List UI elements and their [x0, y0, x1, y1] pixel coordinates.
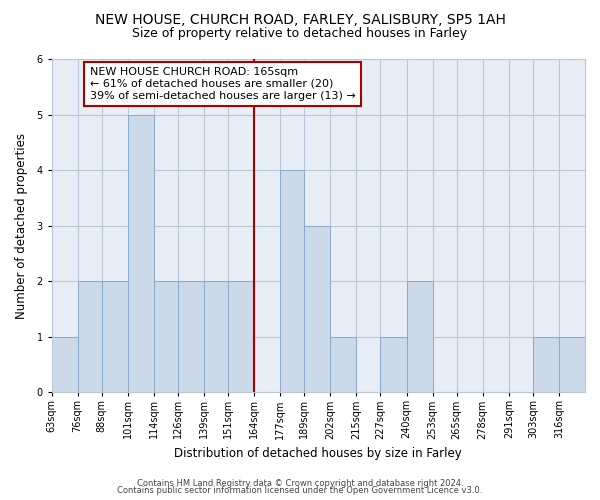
Bar: [154, 281, 178, 392]
Bar: [533, 336, 559, 392]
Bar: [380, 336, 407, 392]
Bar: [304, 226, 331, 392]
Bar: [407, 281, 433, 392]
Text: NEW HOUSE CHURCH ROAD: 165sqm
← 61% of detached houses are smaller (20)
39% of s: NEW HOUSE CHURCH ROAD: 165sqm ← 61% of d…: [90, 68, 355, 100]
Bar: [559, 336, 585, 392]
Text: NEW HOUSE, CHURCH ROAD, FARLEY, SALISBURY, SP5 1AH: NEW HOUSE, CHURCH ROAD, FARLEY, SALISBUR…: [95, 12, 505, 26]
Bar: [228, 281, 254, 392]
Bar: [280, 170, 304, 392]
Text: Contains public sector information licensed under the Open Government Licence v3: Contains public sector information licen…: [118, 486, 482, 495]
Bar: [331, 336, 356, 392]
Bar: [204, 281, 228, 392]
Bar: [128, 114, 154, 392]
X-axis label: Distribution of detached houses by size in Farley: Distribution of detached houses by size …: [175, 447, 462, 460]
Bar: [77, 281, 102, 392]
Bar: [178, 281, 204, 392]
Bar: [102, 281, 128, 392]
Bar: [52, 336, 77, 392]
Text: Contains HM Land Registry data © Crown copyright and database right 2024.: Contains HM Land Registry data © Crown c…: [137, 478, 463, 488]
Text: Size of property relative to detached houses in Farley: Size of property relative to detached ho…: [133, 28, 467, 40]
Y-axis label: Number of detached properties: Number of detached properties: [15, 132, 28, 318]
